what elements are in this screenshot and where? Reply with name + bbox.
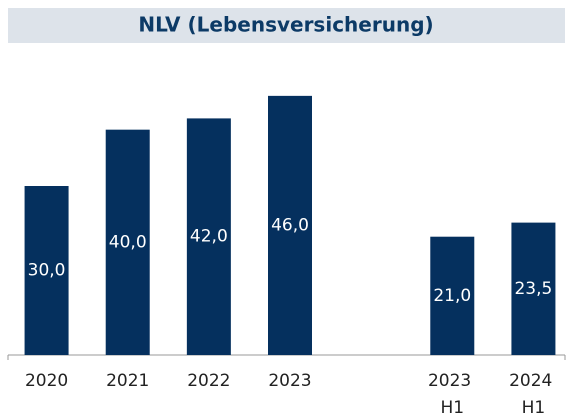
x-tick-label: 2022 bbox=[187, 371, 230, 391]
x-tick-label: 2023 bbox=[268, 371, 311, 391]
x-tick-label: 2023 H1 bbox=[428, 371, 477, 418]
title-band bbox=[8, 8, 565, 43]
bar bbox=[430, 236, 475, 355]
bar bbox=[268, 95, 312, 355]
chart-title: NLV (Lebensversicherung) bbox=[138, 13, 433, 37]
x-tick-label: 2021 bbox=[106, 371, 149, 391]
bar bbox=[186, 118, 231, 356]
bar bbox=[511, 222, 556, 355]
value-label: 23,5 bbox=[514, 279, 552, 299]
bar bbox=[105, 129, 150, 355]
x-tick-label: 2020 bbox=[25, 371, 68, 391]
value-label: 40,0 bbox=[109, 232, 147, 252]
value-label: 46,0 bbox=[271, 215, 309, 235]
x-tick-label: 2024 H1 bbox=[509, 371, 558, 418]
bar bbox=[24, 186, 69, 355]
value-label: 42,0 bbox=[190, 227, 228, 247]
value-label: 21,0 bbox=[433, 286, 471, 306]
value-label: 30,0 bbox=[28, 261, 66, 281]
